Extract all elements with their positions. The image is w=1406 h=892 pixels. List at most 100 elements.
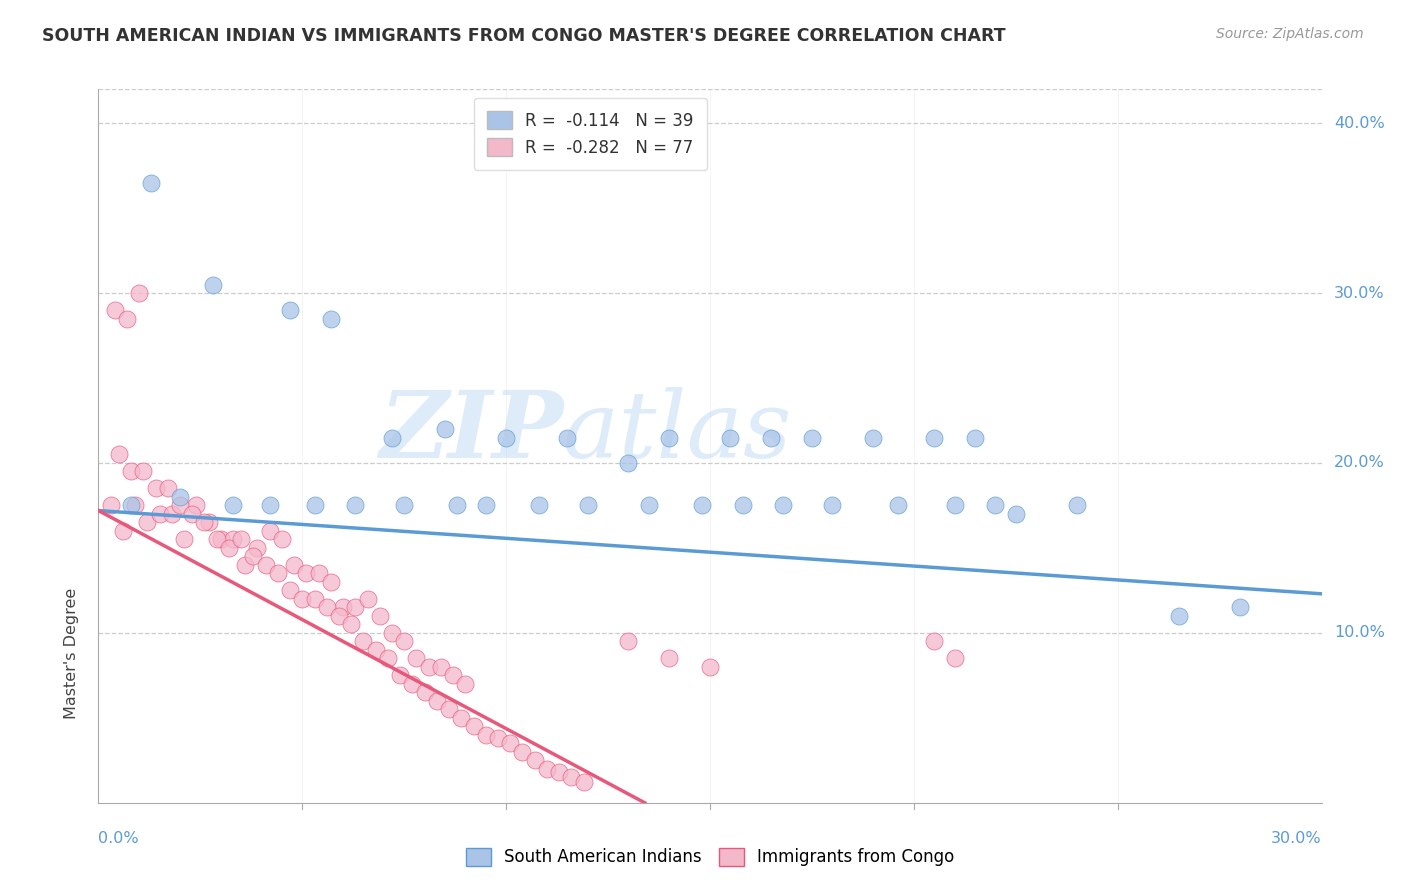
- Point: [295, 566, 318, 581]
- Point: [1066, 499, 1088, 513]
- Point: [499, 736, 522, 750]
- Point: [527, 499, 550, 513]
- Point: [617, 634, 640, 648]
- Point: [197, 516, 219, 530]
- Point: [450, 711, 472, 725]
- Text: 40.0%: 40.0%: [1334, 116, 1385, 131]
- Point: [965, 430, 987, 444]
- Point: [319, 311, 342, 326]
- Point: [761, 430, 783, 444]
- Point: [495, 430, 517, 444]
- Point: [315, 600, 337, 615]
- Point: [862, 430, 884, 444]
- Point: [392, 499, 416, 513]
- Point: [555, 430, 579, 444]
- Text: 30.0%: 30.0%: [1334, 285, 1385, 301]
- Text: 30.0%: 30.0%: [1271, 831, 1322, 847]
- Point: [523, 753, 546, 767]
- Point: [381, 626, 404, 640]
- Point: [259, 499, 281, 513]
- Point: [413, 685, 436, 699]
- Point: [132, 465, 155, 479]
- Point: [1004, 507, 1026, 521]
- Text: Source: ZipAtlas.com: Source: ZipAtlas.com: [1216, 27, 1364, 41]
- Point: [344, 600, 367, 615]
- Point: [560, 770, 582, 784]
- Legend: South American Indians, Immigrants from Congo: South American Indians, Immigrants from …: [460, 841, 960, 873]
- Point: [246, 541, 269, 555]
- Point: [108, 448, 131, 462]
- Point: [454, 677, 477, 691]
- Point: [401, 677, 423, 691]
- Point: [718, 430, 742, 444]
- Point: [922, 634, 945, 648]
- Point: [637, 499, 661, 513]
- Point: [136, 516, 159, 530]
- Point: [389, 668, 412, 682]
- Point: [658, 430, 681, 444]
- Point: [278, 583, 301, 598]
- Point: [1167, 608, 1189, 623]
- Point: [690, 499, 713, 513]
- Point: [405, 651, 427, 665]
- Point: [356, 591, 378, 606]
- Point: [145, 482, 167, 496]
- Point: [209, 533, 232, 547]
- Point: [332, 600, 354, 615]
- Point: [418, 660, 440, 674]
- Point: [201, 277, 224, 292]
- Point: [536, 762, 558, 776]
- Point: [446, 499, 468, 513]
- Point: [283, 558, 305, 572]
- Point: [160, 507, 183, 521]
- Point: [233, 558, 256, 572]
- Point: [922, 430, 945, 444]
- Point: [319, 574, 342, 589]
- Point: [120, 499, 142, 513]
- Point: [699, 660, 721, 674]
- Point: [291, 591, 314, 606]
- Point: [486, 731, 509, 746]
- Point: [886, 499, 908, 513]
- Point: [943, 499, 966, 513]
- Text: ZIP: ZIP: [380, 387, 564, 476]
- Point: [474, 499, 498, 513]
- Point: [1229, 600, 1251, 615]
- Point: [441, 668, 464, 682]
- Point: [364, 643, 387, 657]
- Point: [658, 651, 681, 665]
- Point: [572, 775, 595, 789]
- Point: [304, 499, 326, 513]
- Point: [181, 507, 204, 521]
- Point: [254, 558, 277, 572]
- Text: atlas: atlas: [564, 387, 793, 476]
- Point: [772, 499, 794, 513]
- Point: [205, 533, 228, 547]
- Point: [617, 456, 640, 470]
- Point: [463, 719, 485, 733]
- Point: [149, 507, 172, 521]
- Point: [512, 745, 534, 759]
- Point: [141, 176, 163, 190]
- Point: [381, 430, 404, 444]
- Point: [821, 499, 844, 513]
- Point: [218, 541, 240, 555]
- Point: [115, 311, 138, 326]
- Point: [392, 634, 416, 648]
- Point: [173, 533, 195, 547]
- Point: [352, 634, 374, 648]
- Point: [576, 499, 599, 513]
- Point: [124, 499, 146, 513]
- Point: [368, 608, 391, 623]
- Point: [377, 651, 399, 665]
- Point: [344, 499, 367, 513]
- Point: [222, 499, 245, 513]
- Point: [340, 617, 363, 632]
- Text: 0.0%: 0.0%: [98, 831, 139, 847]
- Point: [278, 303, 301, 318]
- Point: [259, 524, 281, 538]
- Point: [193, 516, 215, 530]
- Point: [328, 608, 350, 623]
- Point: [984, 499, 1007, 513]
- Point: [426, 694, 449, 708]
